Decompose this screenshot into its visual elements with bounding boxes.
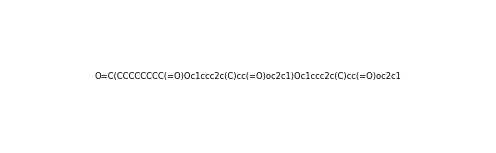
Text: O=C(CCCCCCCC(=O)Oc1ccc2c(C)cc(=O)oc2c1)Oc1ccc2c(C)cc(=O)oc2c1: O=C(CCCCCCCC(=O)Oc1ccc2c(C)cc(=O)oc2c1)O… [95, 72, 401, 81]
